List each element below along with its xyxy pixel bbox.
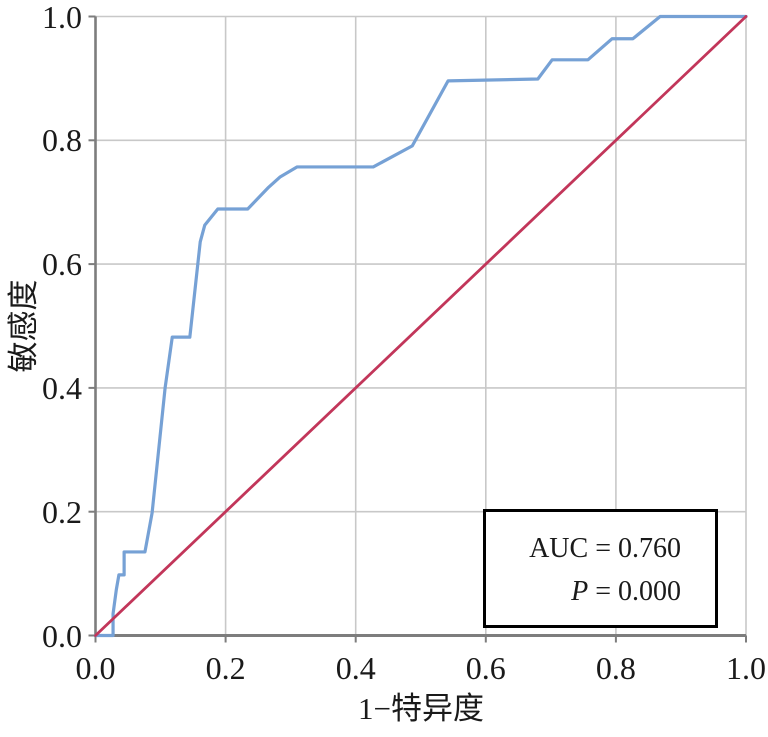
auc-annotation-box: AUC = 0.760 P = 0.000 [483,509,718,628]
y-tick-label: 0.6 [42,246,82,283]
annotation-italic-segment: P [571,576,589,607]
x-tick-label: 0.2 [205,650,246,686]
data-series [93,14,748,638]
y-axis-label: 敏感度 [6,279,41,373]
annotation-segment: = 0.000 [588,576,681,607]
x-tick-label: 0.4 [335,650,376,686]
y-tick-label: 0.4 [42,369,82,406]
annotation-segment: AUC [529,533,589,564]
x-tick-label: 0.0 [75,650,116,686]
axes [94,16,746,637]
axis-tick-marks [88,15,747,643]
y-tick-label: 0.8 [42,122,82,159]
annotation-line: P = 0.000 [486,570,681,613]
annotation-line: AUC = 0.760 [486,527,681,570]
x-tick-label: 0.6 [465,650,506,686]
gridlines [95,15,747,636]
y-tick-label: 1.0 [42,0,82,35]
roc-curve-line [93,14,748,638]
annotation-segment: = 0.760 [588,533,681,564]
y-tick-label: 0.0 [42,617,82,654]
reference-diagonal-line [94,15,748,637]
x-tick-label: 0.8 [595,650,636,686]
y-tick-label: 0.2 [42,493,82,530]
x-tick-label: 1.0 [726,650,766,686]
x-axis-label: 1−特异度 [358,691,484,726]
